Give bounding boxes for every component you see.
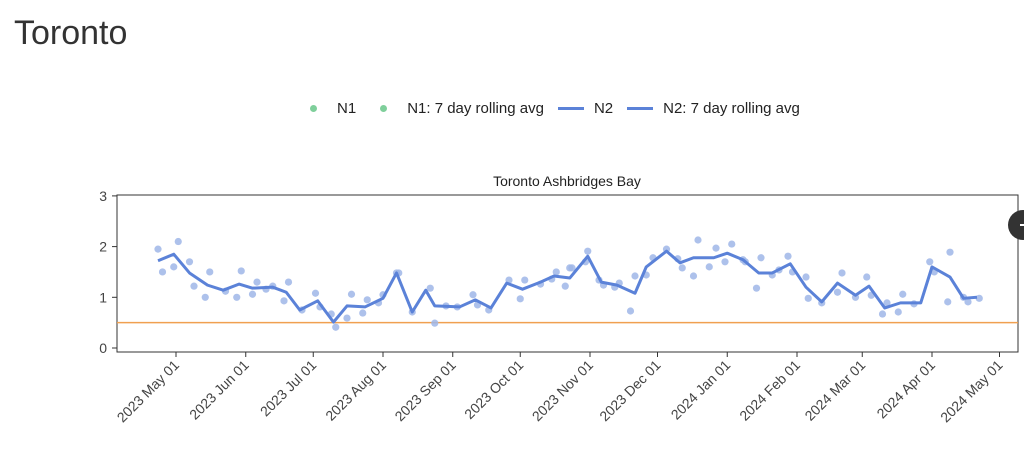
x-tick-label: 2024 Jan 01 [668, 357, 734, 423]
data-point [833, 288, 842, 296]
data-point [899, 290, 907, 298]
data-point [728, 240, 736, 248]
data-point [757, 254, 765, 262]
data-point [253, 278, 261, 286]
data-point [784, 252, 792, 260]
data-point [201, 293, 209, 301]
data-point [838, 269, 846, 277]
data-point [154, 245, 162, 253]
data-point [359, 309, 367, 317]
data-point [802, 273, 810, 281]
y-tick-label: 0 [99, 340, 107, 356]
data-point [516, 295, 524, 303]
data-point [568, 264, 576, 272]
y-tick-label: 2 [99, 239, 107, 255]
legend-label: N2 [593, 100, 614, 117]
legend-line-icon [557, 107, 584, 110]
data-point [347, 290, 356, 298]
page-title: Toronto [14, 14, 128, 52]
data-point [946, 248, 954, 256]
data-point [863, 273, 871, 281]
data-point [975, 294, 983, 302]
legend-dot-icon [380, 105, 388, 112]
data-point [248, 290, 257, 298]
data-point [311, 289, 320, 297]
x-tick-label: 2023 Aug 01 [322, 357, 389, 424]
data-point [705, 263, 713, 271]
x-tick-label: 2024 Feb 01 [736, 357, 803, 424]
x-tick-label: 2024 Mar 01 [801, 357, 868, 424]
data-point [170, 263, 178, 271]
data-point [233, 293, 241, 301]
data-point [689, 272, 698, 280]
data-point [626, 307, 635, 315]
legend-item-n2-rolling[interactable]: N2: 7 day rolling avg [627, 100, 800, 117]
data-point [878, 310, 887, 318]
data-point [363, 296, 371, 304]
x-tick-label: 2023 Dec 01 [596, 357, 664, 425]
plot-panel [116, 194, 1019, 353]
data-point [678, 264, 686, 272]
x-tick-label: 2024 May 01 [937, 357, 1006, 426]
data-point [521, 276, 529, 284]
x-tick-label: 2023 May 01 [114, 357, 183, 426]
data-point [158, 268, 167, 276]
data-point [694, 236, 702, 244]
data-point [964, 298, 972, 306]
x-tick-label: 2023 Oct 01 [461, 357, 526, 422]
data-point [190, 282, 198, 290]
collapse-button[interactable] [1008, 210, 1024, 240]
data-point [804, 294, 812, 302]
data-point [332, 323, 340, 331]
data-point [185, 258, 194, 266]
data-point [469, 291, 477, 299]
data-point [174, 237, 182, 246]
data-point [584, 247, 592, 255]
y-tick-label: 1 [99, 289, 107, 305]
data-point [280, 297, 288, 305]
legend-item-n1-rolling[interactable]: N1: 7 day rolling avg [370, 100, 544, 117]
data-point [431, 319, 439, 327]
legend-label: N1: 7 day rolling avg [407, 100, 544, 117]
data-point [752, 284, 761, 292]
data-point [284, 278, 293, 286]
legend: N1 N1: 7 day rolling avg N2 N2: 7 day ro… [300, 100, 800, 117]
data-point [343, 314, 351, 322]
data-point [894, 308, 902, 316]
data-point [926, 258, 934, 266]
data-point [561, 282, 569, 290]
data-point [426, 284, 434, 292]
x-tick-label: 2023 Jun 01 [186, 357, 252, 423]
x-tick-label: 2023 Jul 01 [257, 357, 320, 420]
legend-line-icon [627, 107, 654, 110]
legend-dot-icon [310, 105, 317, 112]
legend-label: N1 [337, 100, 357, 117]
y-tick-label: 3 [99, 188, 107, 204]
x-tick-label: 2023 Sep 01 [391, 357, 459, 425]
rolling-avg-line [157, 249, 978, 324]
data-point [712, 244, 720, 252]
data-point [721, 258, 729, 266]
x-tick-label: 2023 Nov 01 [529, 357, 597, 425]
data-point [206, 268, 214, 276]
data-point [883, 299, 891, 307]
data-point [631, 272, 639, 280]
x-tick-label: 2024 Apr 01 [873, 357, 938, 422]
legend-item-n1[interactable]: N1 [300, 100, 356, 117]
data-point [944, 298, 952, 306]
chart-title: Toronto Ashbridges Bay [493, 173, 641, 189]
data-point [237, 267, 245, 275]
legend-item-n2[interactable]: N2 [557, 100, 614, 117]
data-point [552, 268, 560, 276]
legend-label: N2: 7 day rolling avg [663, 100, 800, 117]
